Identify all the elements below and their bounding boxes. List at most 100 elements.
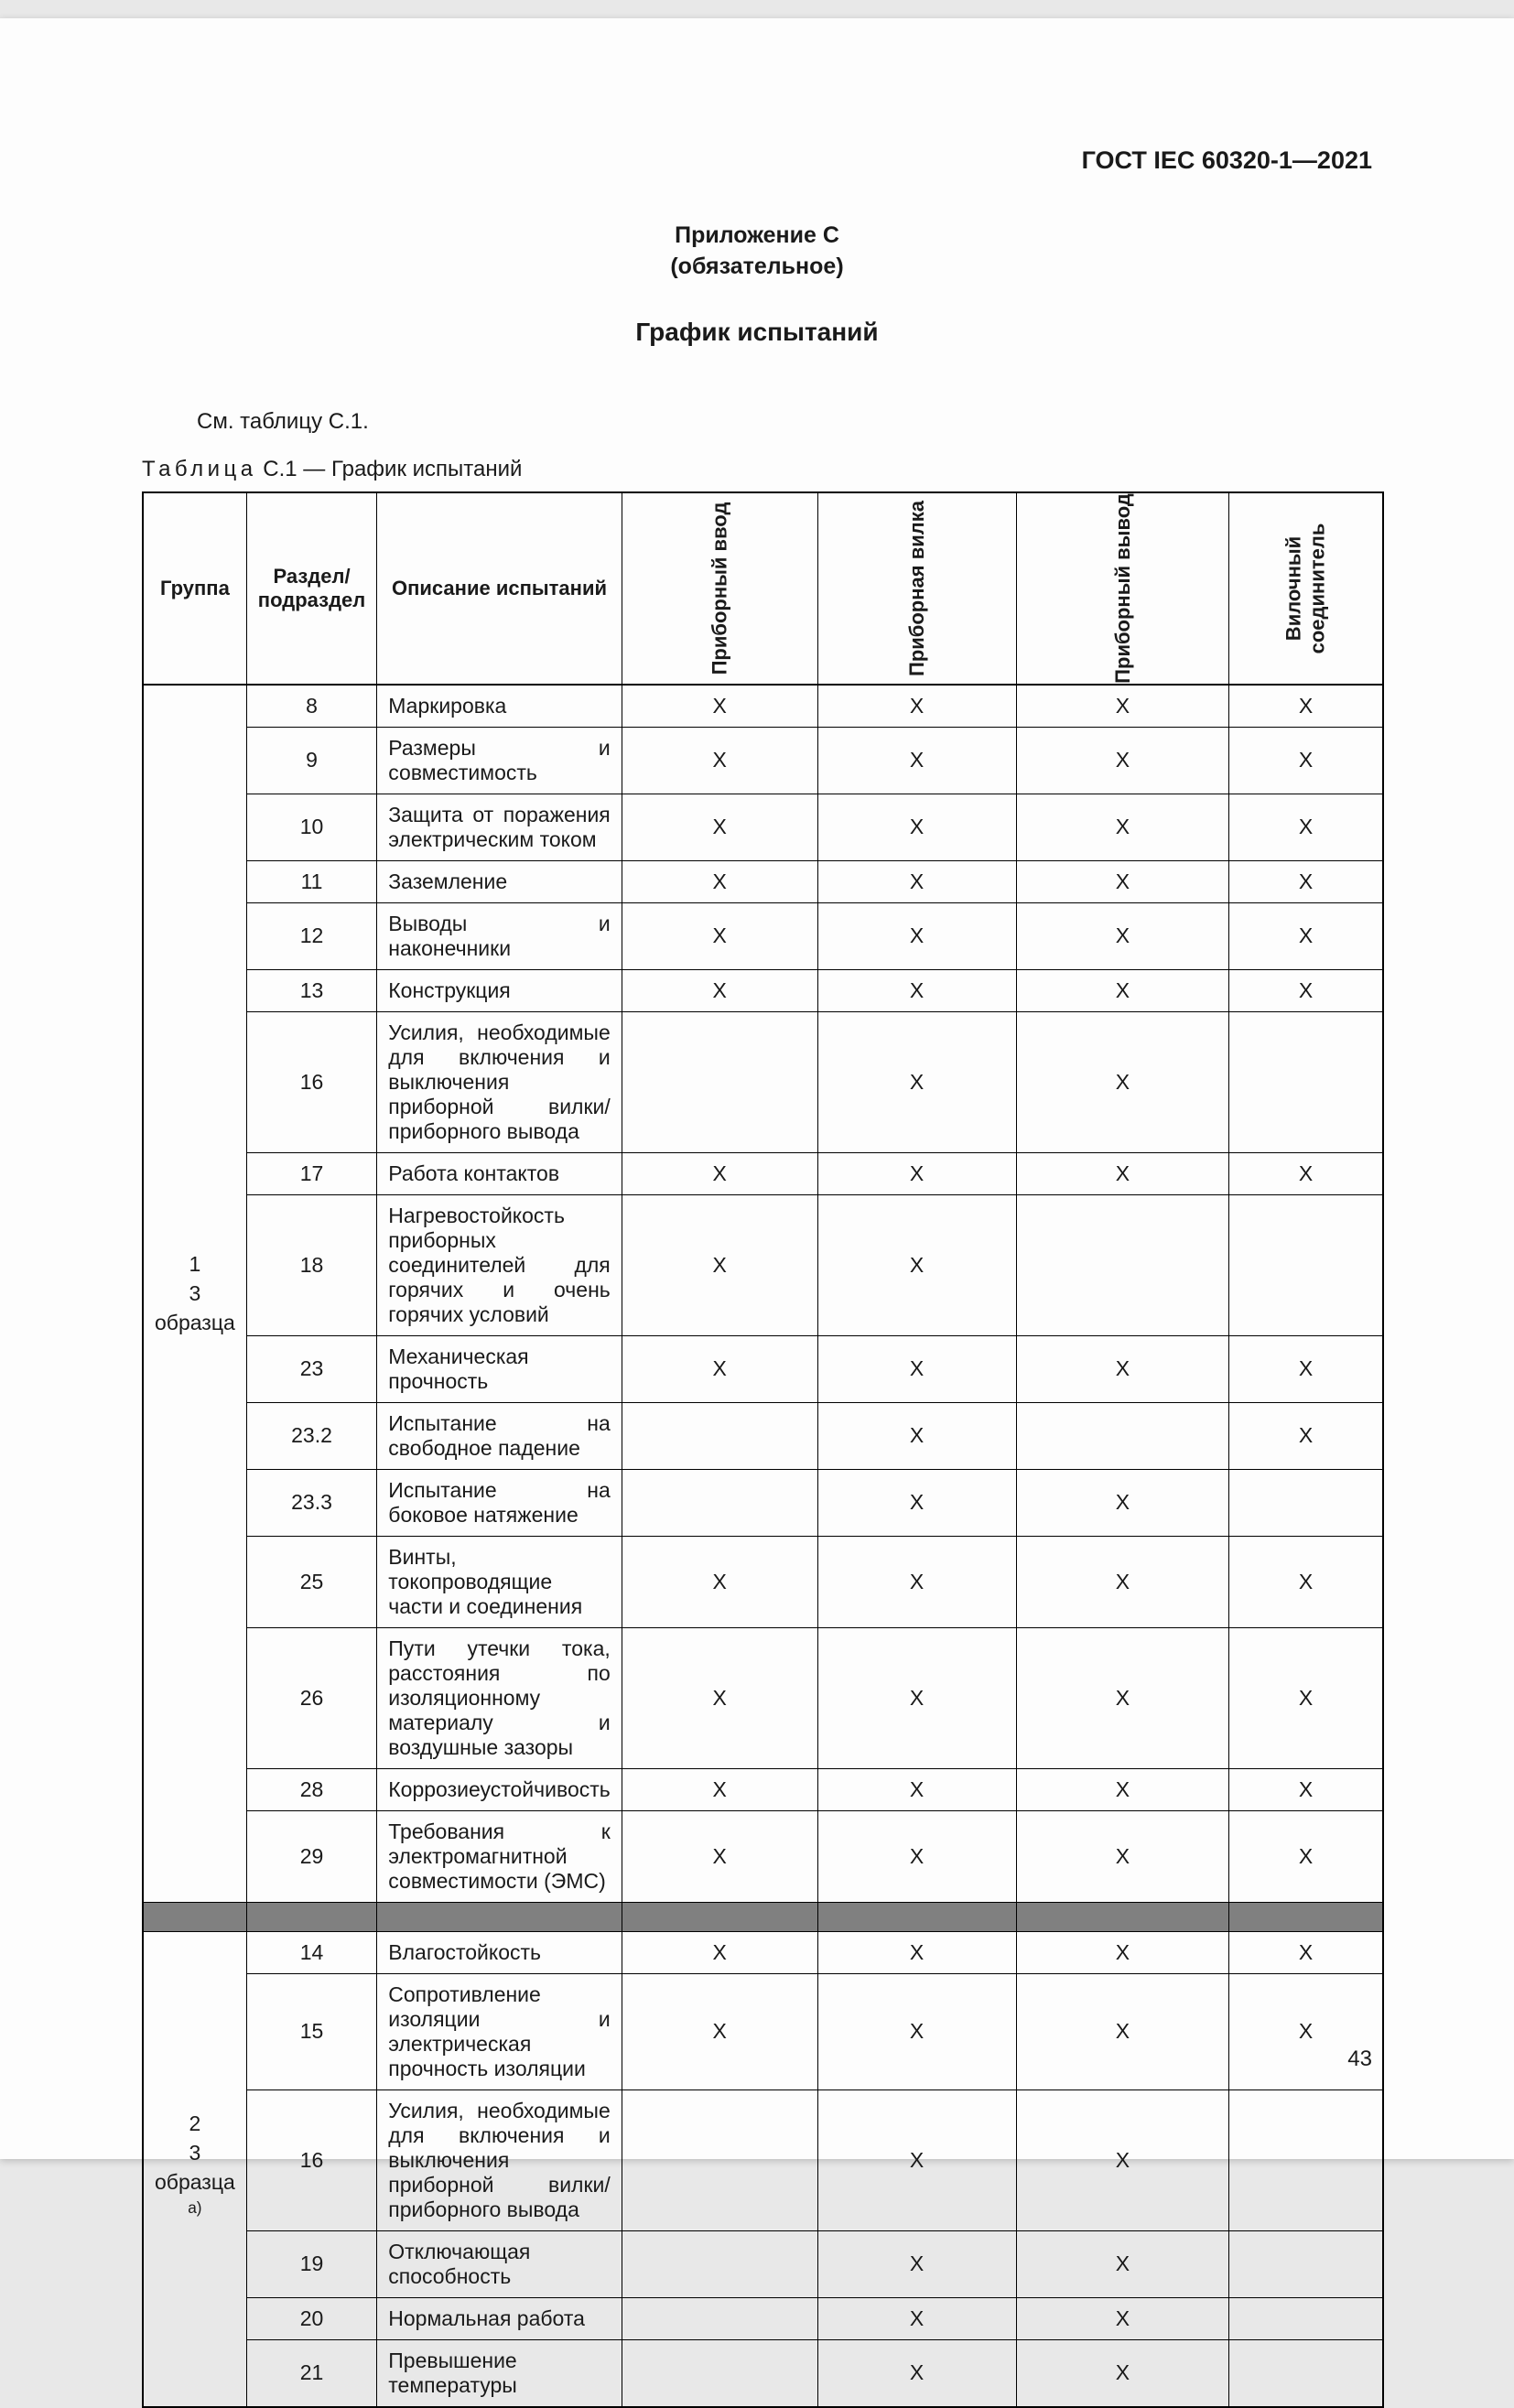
description-cell: Работа контактов — [377, 1152, 622, 1194]
separator-cell — [246, 1902, 376, 1931]
mark-cell: X — [622, 727, 817, 794]
mark-cell: X — [817, 727, 1016, 794]
header-section: Раздел/ подраздел — [246, 492, 376, 685]
table-row: 23.3Испытание на боковое натяжениеXX — [143, 1469, 1383, 1536]
table-row: 16Усилия, необходимые для включения и вы… — [143, 2089, 1383, 2230]
description-cell: Выводы и наконечники — [377, 902, 622, 969]
mark-cell: X — [1229, 1931, 1383, 1973]
mark-cell: X — [1016, 969, 1229, 1011]
mark-cell: X — [1229, 902, 1383, 969]
separator-cell — [143, 1902, 246, 1931]
mark-cell — [1229, 2089, 1383, 2230]
mark-cell: X — [622, 1152, 817, 1194]
mark-cell: X — [1016, 1973, 1229, 2089]
description-cell: Испытание на боковое натяжение — [377, 1469, 622, 1536]
section-cell: 23.3 — [246, 1469, 376, 1536]
mark-cell: X — [817, 902, 1016, 969]
description-cell: Превышение температуры — [377, 2339, 622, 2407]
mark-cell: X — [1016, 902, 1229, 969]
mark-cell: X — [622, 1335, 817, 1402]
mark-cell: X — [622, 969, 817, 1011]
mark-cell: X — [1229, 1536, 1383, 1627]
section-cell: 23.2 — [246, 1402, 376, 1469]
annex-heading: Приложение С (обязательное) — [142, 221, 1372, 283]
annex-label: Приложение С — [675, 222, 839, 248]
description-cell: Испытание на свободное падение — [377, 1402, 622, 1469]
mark-cell: X — [1016, 1152, 1229, 1194]
main-title: График испытаний — [142, 318, 1372, 347]
mark-cell: X — [817, 794, 1016, 860]
mark-cell: X — [1229, 969, 1383, 1011]
description-cell: Конструкция — [377, 969, 622, 1011]
section-cell: 29 — [246, 1810, 376, 1902]
section-cell: 14 — [246, 1931, 376, 1973]
header-col-1-text: Приборный ввод — [708, 502, 731, 675]
description-cell: Механическая прочность — [377, 1335, 622, 1402]
header-section-text: Раздел/ подраздел — [258, 565, 365, 611]
mark-cell: X — [1229, 1810, 1383, 1902]
mark-cell: X — [817, 1469, 1016, 1536]
mark-cell — [1229, 1011, 1383, 1152]
mark-cell: X — [817, 1335, 1016, 1402]
mark-cell: X — [1229, 727, 1383, 794]
mark-cell: X — [622, 1973, 817, 2089]
section-cell: 16 — [246, 1011, 376, 1152]
table-row: 9Размеры и совместимостьXXXX — [143, 727, 1383, 794]
table-header-row: Группа Раздел/ подраздел Описание испыта… — [143, 492, 1383, 685]
mark-cell: X — [1016, 1931, 1229, 1973]
header-col-3-text: Приборный вывод — [1110, 493, 1134, 684]
table-row: 16Усилия, необходимые для включения и вы… — [143, 1011, 1383, 1152]
description-cell: Нормальная работа — [377, 2297, 622, 2339]
section-cell: 10 — [246, 794, 376, 860]
mark-cell: X — [1229, 1402, 1383, 1469]
mark-cell: X — [622, 1931, 817, 1973]
table-row: 23Механическая прочностьXXXX — [143, 1335, 1383, 1402]
mark-cell: X — [1016, 727, 1229, 794]
mark-cell: X — [1229, 860, 1383, 902]
header-col-4-text: Вилочный соединитель — [1282, 523, 1330, 653]
mark-cell: X — [817, 1810, 1016, 1902]
header-col-4: Вилочный соединитель — [1229, 492, 1383, 685]
table-caption: Таблица С.1 — График испытаний — [142, 457, 1372, 482]
mark-cell: X — [817, 1627, 1016, 1768]
section-cell: 19 — [246, 2230, 376, 2297]
mark-cell: X — [1229, 1335, 1383, 1402]
header-col-2: Приборная вилка — [817, 492, 1016, 685]
description-cell: Сопротивление изоляции и электрическая п… — [377, 1973, 622, 2089]
mark-cell — [1229, 2339, 1383, 2407]
mark-cell: X — [817, 2089, 1016, 2230]
table-row: 15Сопротивление изоляции и электрическая… — [143, 1973, 1383, 2089]
separator-cell — [622, 1902, 817, 1931]
group-cell: 23 образца a) — [143, 1931, 246, 2407]
table-row: 19Отключающая способностьXX — [143, 2230, 1383, 2297]
table-row: 11ЗаземлениеXXXX — [143, 860, 1383, 902]
mark-cell — [1229, 2230, 1383, 2297]
test-schedule-table: Группа Раздел/ подраздел Описание испыта… — [142, 491, 1384, 2408]
description-cell: Размеры и совместимость — [377, 727, 622, 794]
mark-cell: X — [817, 1152, 1016, 1194]
mark-cell: X — [817, 860, 1016, 902]
separator-cell — [817, 1902, 1016, 1931]
mark-cell — [622, 1011, 817, 1152]
mark-cell: X — [622, 1768, 817, 1810]
table-row: 28КоррозиеустойчивостьXXXX — [143, 1768, 1383, 1810]
section-cell: 9 — [246, 727, 376, 794]
table-row: 29Требования к электромагнитной совмести… — [143, 1810, 1383, 1902]
document-page: ГОСТ IEC 60320-1—2021 Приложение С (обяз… — [0, 18, 1514, 2159]
page-number: 43 — [1347, 2046, 1372, 2072]
description-cell: Влагостойкость — [377, 1931, 622, 1973]
separator-cell — [377, 1902, 622, 1931]
mark-cell: X — [817, 1973, 1016, 2089]
table-caption-rest: С.1 — График испытаний — [257, 457, 523, 481]
section-cell: 12 — [246, 902, 376, 969]
group-footnote: a) — [188, 2198, 201, 2217]
mark-cell: X — [817, 1768, 1016, 1810]
mark-cell: X — [817, 1931, 1016, 1973]
section-cell: 20 — [246, 2297, 376, 2339]
mark-cell: X — [817, 2297, 1016, 2339]
description-cell: Требования к электромагнитной совместимо… — [377, 1810, 622, 1902]
mark-cell: X — [817, 1011, 1016, 1152]
mark-cell: X — [1016, 860, 1229, 902]
mark-cell: X — [1016, 2339, 1229, 2407]
table-row: 12Выводы и наконечникиXXXX — [143, 902, 1383, 969]
